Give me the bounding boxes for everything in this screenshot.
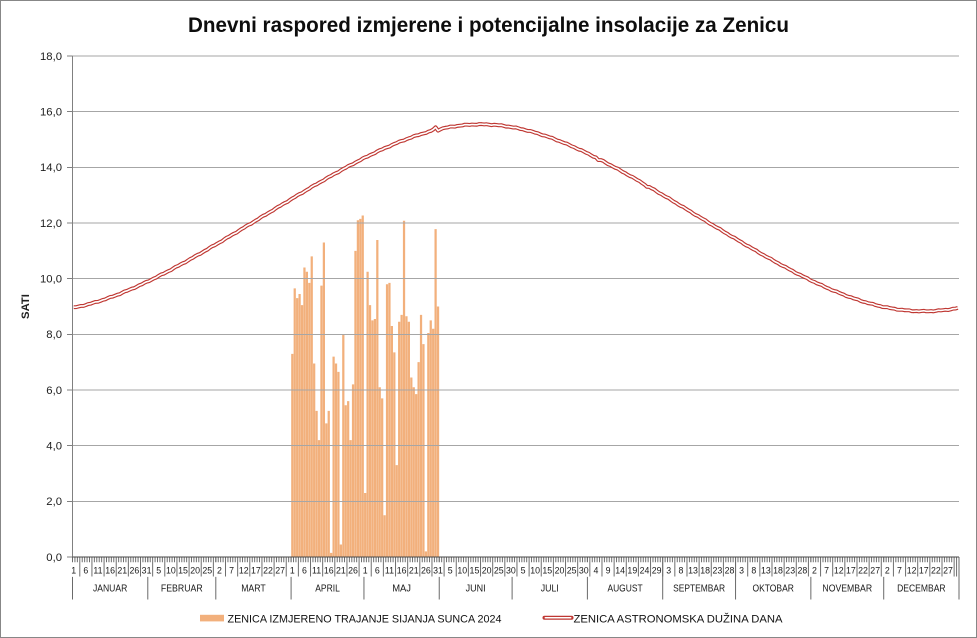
svg-text:9: 9 xyxy=(606,566,611,576)
svg-text:FEBRUAR: FEBRUAR xyxy=(161,584,203,595)
svg-text:21: 21 xyxy=(409,566,419,576)
svg-text:27: 27 xyxy=(943,566,953,576)
svg-text:30: 30 xyxy=(579,566,589,576)
svg-text:24: 24 xyxy=(640,566,650,576)
svg-text:12: 12 xyxy=(907,566,917,576)
svg-text:1: 1 xyxy=(290,566,295,576)
svg-text:10: 10 xyxy=(166,566,176,576)
svg-text:23: 23 xyxy=(712,566,722,576)
svg-text:13: 13 xyxy=(688,566,698,576)
svg-text:15: 15 xyxy=(178,566,188,576)
svg-text:15: 15 xyxy=(542,566,552,576)
svg-text:16: 16 xyxy=(397,566,407,576)
svg-text:2,0: 2,0 xyxy=(46,496,62,508)
svg-text:26: 26 xyxy=(130,566,140,576)
svg-text:DECEMBAR: DECEMBAR xyxy=(897,584,946,595)
svg-text:28: 28 xyxy=(725,566,735,576)
svg-text:26: 26 xyxy=(348,566,358,576)
svg-text:1: 1 xyxy=(363,566,368,576)
svg-text:NOVEMBAR: NOVEMBAR xyxy=(822,584,872,595)
svg-text:2: 2 xyxy=(885,566,890,576)
svg-text:17: 17 xyxy=(919,566,929,576)
svg-text:25: 25 xyxy=(202,566,212,576)
svg-text:15: 15 xyxy=(470,566,480,576)
svg-text:19: 19 xyxy=(627,566,637,576)
svg-text:JUNI: JUNI xyxy=(466,584,486,595)
svg-text:6,0: 6,0 xyxy=(46,385,62,397)
svg-text:20: 20 xyxy=(190,566,200,576)
svg-text:2: 2 xyxy=(812,566,817,576)
svg-text:Dnevni raspored izmjerene i po: Dnevni raspored izmjerene i potencijalne… xyxy=(188,13,789,37)
svg-text:MART: MART xyxy=(241,584,266,595)
svg-text:16,0: 16,0 xyxy=(40,107,62,119)
svg-text:10,0: 10,0 xyxy=(40,274,62,286)
svg-text:11: 11 xyxy=(385,566,394,576)
svg-text:18,0: 18,0 xyxy=(40,51,62,63)
svg-text:4,0: 4,0 xyxy=(46,441,62,453)
svg-text:7: 7 xyxy=(229,566,234,576)
svg-text:0,0: 0,0 xyxy=(46,552,62,564)
svg-text:20: 20 xyxy=(555,566,565,576)
svg-text:25: 25 xyxy=(494,566,504,576)
svg-text:31: 31 xyxy=(142,566,152,576)
svg-text:JULI: JULI xyxy=(541,584,559,595)
svg-text:6: 6 xyxy=(302,566,307,576)
svg-text:6: 6 xyxy=(83,566,88,576)
svg-text:10: 10 xyxy=(457,566,467,576)
svg-text:29: 29 xyxy=(652,566,662,576)
svg-text:AUGUST: AUGUST xyxy=(607,584,642,595)
svg-text:7: 7 xyxy=(824,566,829,576)
svg-text:22: 22 xyxy=(263,566,273,576)
svg-text:18: 18 xyxy=(773,566,783,576)
svg-text:SATI: SATI xyxy=(20,294,32,319)
svg-text:4: 4 xyxy=(593,566,598,576)
svg-text:5: 5 xyxy=(448,566,453,576)
svg-text:8: 8 xyxy=(678,566,683,576)
svg-text:12,0: 12,0 xyxy=(40,218,62,230)
svg-text:30: 30 xyxy=(506,566,516,576)
svg-text:11: 11 xyxy=(312,566,321,576)
svg-text:5: 5 xyxy=(521,566,526,576)
svg-text:2: 2 xyxy=(217,566,222,576)
svg-text:6: 6 xyxy=(375,566,380,576)
svg-text:5: 5 xyxy=(156,566,161,576)
svg-text:21: 21 xyxy=(117,566,127,576)
svg-text:8: 8 xyxy=(751,566,756,576)
svg-text:16: 16 xyxy=(324,566,334,576)
svg-text:1: 1 xyxy=(71,566,76,576)
svg-text:11: 11 xyxy=(93,566,102,576)
svg-text:3: 3 xyxy=(739,566,744,576)
svg-text:10: 10 xyxy=(530,566,540,576)
svg-text:ZENICA IZMJERENO TRAJANJE SIJA: ZENICA IZMJERENO TRAJANJE SIJANJA SUNCA … xyxy=(228,613,502,625)
svg-text:23: 23 xyxy=(785,566,795,576)
svg-text:22: 22 xyxy=(858,566,868,576)
svg-text:21: 21 xyxy=(336,566,346,576)
svg-text:JANUAR: JANUAR xyxy=(93,584,127,595)
svg-text:26: 26 xyxy=(421,566,431,576)
svg-text:14,0: 14,0 xyxy=(40,162,62,174)
svg-text:16: 16 xyxy=(105,566,115,576)
svg-text:22: 22 xyxy=(931,566,941,576)
svg-text:20: 20 xyxy=(482,566,492,576)
svg-text:17: 17 xyxy=(846,566,856,576)
svg-text:7: 7 xyxy=(897,566,902,576)
svg-text:27: 27 xyxy=(275,566,285,576)
svg-text:18: 18 xyxy=(700,566,710,576)
svg-text:MAJ: MAJ xyxy=(392,584,411,595)
svg-text:14: 14 xyxy=(615,566,625,576)
svg-text:13: 13 xyxy=(761,566,771,576)
svg-text:27: 27 xyxy=(870,566,880,576)
svg-text:12: 12 xyxy=(834,566,844,576)
svg-text:APRIL: APRIL xyxy=(315,584,340,595)
svg-text:OKTOBAR: OKTOBAR xyxy=(753,584,794,595)
svg-text:3: 3 xyxy=(666,566,671,576)
svg-text:12: 12 xyxy=(239,566,249,576)
svg-text:ZENICA ASTRONOMSKA DUŽINA DANA: ZENICA ASTRONOMSKA DUŽINA DANA xyxy=(574,612,784,625)
svg-text:SEPTEMBAR: SEPTEMBAR xyxy=(673,584,725,595)
svg-text:8,0: 8,0 xyxy=(46,329,62,341)
svg-text:17: 17 xyxy=(251,566,261,576)
svg-text:25: 25 xyxy=(567,566,577,576)
svg-text:31: 31 xyxy=(433,566,443,576)
svg-text:28: 28 xyxy=(797,566,807,576)
